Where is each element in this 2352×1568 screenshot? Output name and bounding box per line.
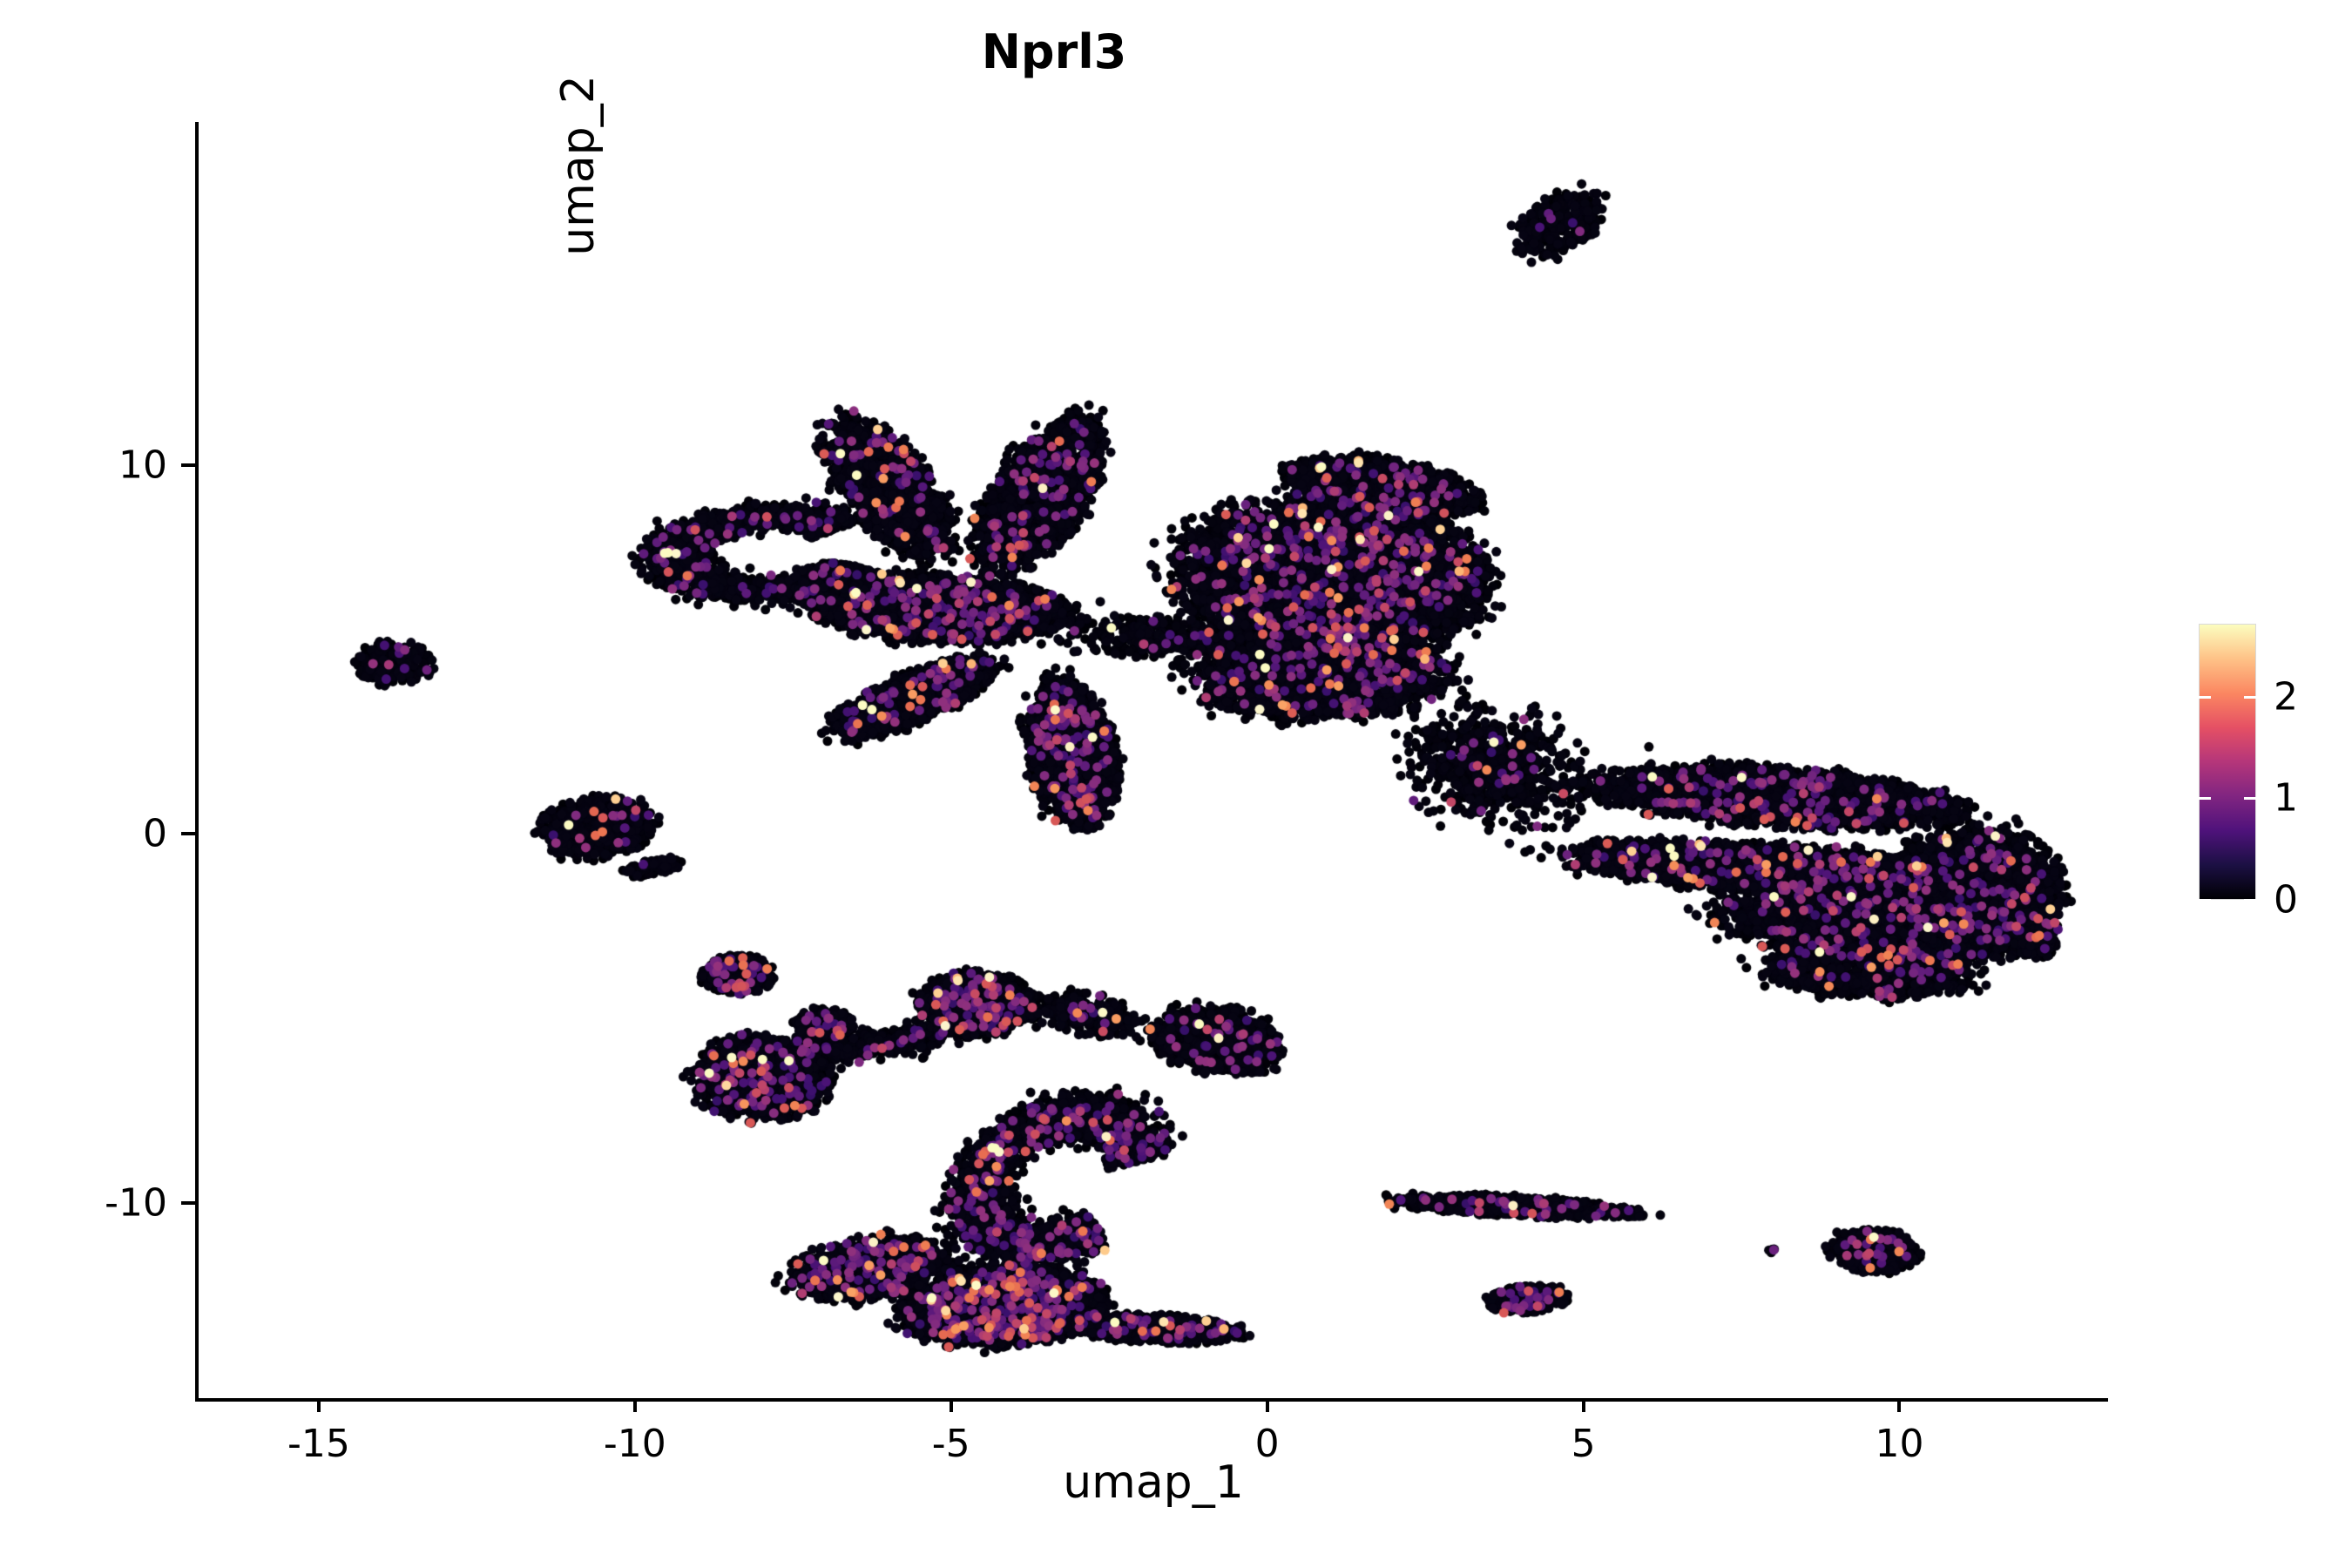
- colorbar-tick-label: 1: [2274, 775, 2298, 821]
- colorbar: 0 1 2: [2199, 624, 2298, 923]
- plot-axes: -15 -10 -5 0 5 10 -10 0 10: [105, 122, 2108, 1466]
- x-axis-label: umap_1: [1063, 1456, 1244, 1509]
- y-tick-label: 10: [118, 443, 167, 488]
- colorbar-tick-mark: [2244, 797, 2256, 801]
- colorbar-tick-mark: [2199, 797, 2211, 801]
- colorbar-tick-mark: [2199, 695, 2211, 699]
- x-tick-label: -10: [603, 1422, 666, 1466]
- colorbar-tick-mark: [2199, 899, 2211, 902]
- x-tick-mark: [316, 1398, 321, 1412]
- y-axis-spine: [195, 122, 199, 1398]
- x-tick-mark: [1265, 1398, 1269, 1412]
- x-tick-label: 5: [1571, 1422, 1596, 1466]
- y-tick-label: 0: [143, 811, 167, 856]
- x-tick-label: 0: [1254, 1422, 1280, 1466]
- colorbar-tick-mark: [2244, 695, 2256, 699]
- x-tick-mark: [632, 1398, 637, 1412]
- y-tick-label: -10: [105, 1180, 167, 1226]
- y-axis-label: umap_2: [552, 75, 605, 256]
- x-axis-spine: [195, 1398, 2108, 1402]
- colorbar-tick-mark: [2244, 899, 2256, 902]
- y-tick-mark: [181, 832, 195, 836]
- x-tick-mark: [1897, 1398, 1902, 1412]
- colorbar-tick-label: 0: [2274, 877, 2298, 923]
- x-tick-mark: [1581, 1398, 1585, 1412]
- y-tick-mark: [181, 463, 195, 467]
- colorbar-gradient: [2199, 624, 2256, 900]
- x-tick-label: -5: [931, 1422, 970, 1466]
- x-tick-label: 10: [1875, 1422, 1924, 1466]
- page-title: Nprl3: [981, 24, 1127, 79]
- x-tick-mark: [949, 1398, 953, 1412]
- scatter-points-canvas: [199, 122, 2108, 1398]
- x-tick-label: -15: [287, 1422, 350, 1466]
- y-tick-mark: [181, 1200, 195, 1205]
- colorbar-tick-label: 2: [2274, 674, 2298, 720]
